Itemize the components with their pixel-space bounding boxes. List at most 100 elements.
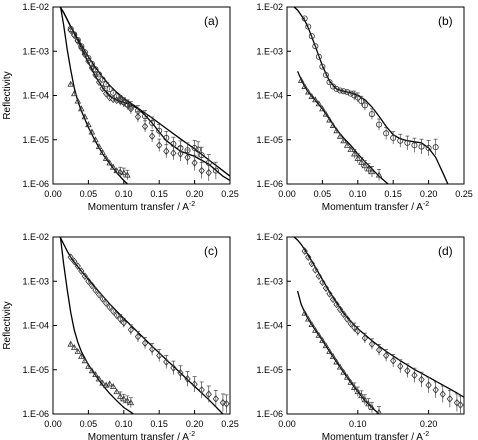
data-point — [368, 168, 376, 175]
data-point — [322, 110, 330, 117]
data-point — [336, 305, 344, 314]
data-point — [85, 362, 92, 369]
data-point — [103, 81, 110, 88]
data-point — [361, 396, 369, 403]
chart-panel-d: 1.E-06 1.E-05 1.E-04 1.E-03 1.E-02 0.00 0.10 0.… — [256, 232, 465, 440]
x-tick-label: 0.00 — [44, 189, 62, 199]
data-point — [120, 98, 127, 107]
data-point — [78, 267, 85, 275]
data-point — [368, 404, 376, 411]
data-point — [376, 408, 382, 414]
x-tick-label: 0.25 — [455, 189, 473, 199]
fit-curve — [293, 237, 464, 398]
data-point — [223, 399, 230, 408]
data-point — [297, 76, 305, 83]
data-point — [397, 137, 404, 144]
data-point — [116, 392, 124, 399]
data-point — [127, 325, 134, 334]
data-point — [120, 169, 128, 176]
data-point — [106, 380, 113, 387]
x-tick-label: 0.05 — [80, 419, 98, 429]
data-point — [343, 373, 351, 380]
data-point — [425, 145, 432, 152]
data-point — [315, 53, 322, 60]
y-tick-label: 1.E-03 — [22, 276, 49, 286]
data-point — [95, 143, 103, 150]
y-tick-label: 1.E-04 — [22, 321, 49, 331]
data-point — [418, 375, 425, 384]
y-tick-label: 1.E-04 — [22, 91, 49, 101]
data-point — [106, 93, 113, 102]
data-point — [127, 104, 134, 113]
panel-label: (b) — [438, 14, 453, 28]
data-point — [340, 88, 347, 95]
data-point — [113, 96, 120, 105]
data-point — [163, 134, 170, 141]
data-point — [301, 309, 308, 316]
data-point — [113, 167, 120, 174]
data-point — [102, 299, 110, 307]
data-point — [219, 398, 227, 407]
y-tick-label: 1.E-02 — [22, 232, 49, 242]
fit-curve — [59, 237, 135, 414]
data-point — [95, 290, 103, 299]
x-tick-label: 0.10 — [349, 419, 367, 429]
data-point — [319, 336, 326, 343]
data-point — [301, 83, 308, 89]
data-point — [109, 163, 117, 170]
data-point — [85, 121, 92, 128]
data-point — [361, 162, 369, 169]
data-point — [110, 307, 117, 316]
data-point — [156, 141, 163, 150]
x-tick-label: 0.15 — [150, 419, 168, 429]
data-point — [333, 358, 340, 365]
data-point — [432, 144, 439, 151]
data-point — [95, 375, 103, 382]
y-tick-label: 1.E-06 — [22, 179, 49, 189]
data-point — [354, 388, 362, 395]
x-tick-label: 0.00 — [278, 189, 296, 199]
x-axis-title: Momentum transfer / A-2 — [322, 431, 429, 440]
data-point — [92, 286, 99, 294]
data-point — [88, 281, 96, 290]
data-point — [358, 98, 365, 105]
data-point — [85, 277, 92, 286]
data-point — [110, 95, 117, 104]
data-point — [333, 300, 340, 309]
data-point — [177, 369, 184, 377]
data-point — [347, 319, 354, 328]
data-point — [337, 87, 344, 94]
data-point — [350, 383, 358, 390]
data-point — [74, 97, 82, 104]
y-tick-label: 1.E-02 — [22, 2, 49, 12]
x-tick-label: 0.05 — [314, 189, 332, 199]
x-tick-label: 0.00 — [278, 419, 296, 429]
data-point — [198, 386, 205, 394]
data-point — [88, 367, 96, 374]
data-point — [319, 63, 326, 70]
x-tick-label: 0.10 — [115, 419, 133, 429]
data-markers — [297, 15, 439, 181]
data-point — [71, 31, 78, 40]
y-tick-label: 1.E-03 — [256, 276, 283, 286]
data-point — [67, 26, 74, 34]
data-point — [205, 390, 212, 399]
data-point — [96, 71, 103, 78]
panel-label: (a) — [204, 14, 219, 28]
data-point — [74, 347, 82, 354]
data-point — [354, 94, 361, 101]
data-point — [102, 154, 110, 161]
data-point — [329, 295, 337, 304]
data-point — [308, 259, 315, 268]
data-point — [99, 148, 106, 155]
x-tick-label: 0.25 — [221, 189, 239, 199]
data-point — [418, 143, 425, 150]
data-point — [67, 80, 74, 87]
data-point — [319, 105, 326, 112]
data-point — [312, 266, 319, 274]
data-point — [439, 390, 446, 399]
y-tick-label: 1.E-05 — [22, 135, 49, 145]
data-point — [333, 86, 340, 93]
x-tick-label: 0.05 — [80, 189, 98, 199]
